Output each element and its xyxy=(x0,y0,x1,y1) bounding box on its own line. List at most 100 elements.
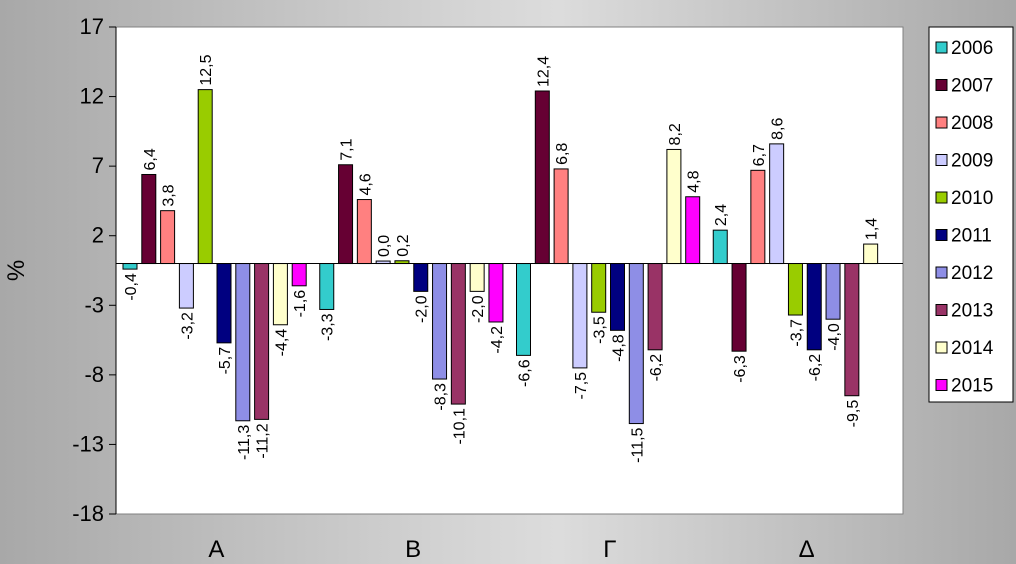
bar-2015-Α xyxy=(291,263,307,287)
bar-2013-Γ xyxy=(647,263,663,351)
data-label: 6,8 xyxy=(554,143,571,165)
plot-area xyxy=(115,26,904,515)
legend-label: 2010 xyxy=(951,188,993,209)
x-category-label: Δ xyxy=(799,536,815,563)
data-label: 1,4 xyxy=(864,218,881,240)
data-label: 7,1 xyxy=(339,138,356,160)
data-label: -5,7 xyxy=(217,347,234,375)
legend-swatch xyxy=(935,116,948,129)
data-label: 2,4 xyxy=(713,204,730,226)
data-label: 8,2 xyxy=(667,123,684,145)
data-label: -4,0 xyxy=(826,323,843,351)
legend-swatch xyxy=(935,41,948,54)
data-label: -6,3 xyxy=(732,355,749,383)
data-label: -8,3 xyxy=(433,383,450,411)
bar-2012-Β xyxy=(432,263,448,380)
bar-2008-Δ xyxy=(750,169,766,265)
bar-2012-Α xyxy=(235,263,251,422)
data-label: -4,2 xyxy=(489,326,506,354)
y-tick-label: -8 xyxy=(84,362,104,387)
data-label: -9,5 xyxy=(845,400,862,428)
bar-2007-Γ xyxy=(534,90,550,265)
legend-swatch xyxy=(935,191,948,204)
data-label: -4,8 xyxy=(611,334,628,362)
y-tick-label: 2 xyxy=(92,223,104,248)
bar-2014-Α xyxy=(272,263,288,326)
bar-2010-Γ xyxy=(591,263,607,313)
bar-2010-Δ xyxy=(787,263,803,316)
bar-2009-Α xyxy=(178,263,194,309)
data-label: 4,8 xyxy=(686,170,703,192)
data-label: 8,6 xyxy=(770,118,787,140)
legend-label: 2008 xyxy=(951,113,993,134)
data-label: -3,7 xyxy=(788,319,805,347)
data-label: -10,1 xyxy=(451,408,468,445)
bar-2014-Γ xyxy=(666,148,682,265)
data-label: 4,6 xyxy=(357,173,374,195)
data-label: -6,2 xyxy=(648,354,665,382)
data-label: -3,3 xyxy=(320,313,337,341)
bar-2007-Δ xyxy=(731,263,747,352)
data-label: -7,5 xyxy=(573,372,590,400)
bar-2014-Δ xyxy=(863,243,879,265)
y-tick-label: 17 xyxy=(80,14,104,39)
bar-2010-Α xyxy=(197,89,213,265)
data-label: 12,4 xyxy=(535,56,552,87)
bar-2011-Δ xyxy=(806,263,822,351)
bar-2013-Δ xyxy=(844,263,860,397)
legend-swatch xyxy=(935,304,948,316)
y-tick-label: -18 xyxy=(72,501,104,526)
x-category-label: Α xyxy=(208,536,224,563)
bar-2008-Β xyxy=(356,199,372,265)
y-axis-label: % xyxy=(3,260,30,281)
data-label: -1,6 xyxy=(292,290,309,318)
bar-2006-Δ xyxy=(712,229,728,265)
legend-label: 2007 xyxy=(951,76,993,97)
data-label: -6,6 xyxy=(517,359,534,387)
bar-2008-Α xyxy=(160,210,176,265)
bar-2009-Δ xyxy=(769,143,785,265)
bar-2006-Γ xyxy=(516,263,531,356)
bar-2015-Β xyxy=(488,263,504,323)
data-label: -11,2 xyxy=(255,423,272,458)
bar-2011-Β xyxy=(413,263,429,292)
data-label: -3,5 xyxy=(592,316,609,344)
y-tick-label: 7 xyxy=(92,153,104,178)
legend-swatch xyxy=(935,379,948,391)
bar-2009-Γ xyxy=(572,263,588,369)
legend-swatch xyxy=(935,154,948,166)
bar-2011-Α xyxy=(216,263,232,344)
bar-2011-Γ xyxy=(610,263,625,331)
bar-2008-Γ xyxy=(553,168,569,265)
bar-2014-Β xyxy=(469,263,485,292)
x-category-label: Γ xyxy=(603,536,616,563)
data-label: -11,5 xyxy=(629,427,646,462)
data-label: -2,0 xyxy=(470,295,487,323)
legend-swatch xyxy=(935,341,948,354)
legend-label: 2012 xyxy=(951,263,993,284)
bar-2015-Γ xyxy=(685,196,701,265)
legend-label: 2006 xyxy=(951,38,993,59)
data-label: 0,2 xyxy=(395,234,412,256)
data-label: -2,0 xyxy=(414,295,431,323)
data-label: -0,4 xyxy=(123,273,140,301)
data-label: 3,8 xyxy=(161,184,178,206)
bar-2007-Α xyxy=(141,173,157,265)
data-label: -11,3 xyxy=(236,425,253,460)
legend-label: 2009 xyxy=(951,151,993,172)
legend-swatch xyxy=(935,79,948,91)
bar-2006-Α xyxy=(122,263,138,270)
bar-2012-Δ xyxy=(825,263,841,320)
y-tick-label: -3 xyxy=(84,292,104,317)
bar-2012-Γ xyxy=(628,263,644,425)
legend-swatch xyxy=(935,266,948,279)
data-label: 6,7 xyxy=(751,144,768,166)
data-label: -3,2 xyxy=(179,312,196,340)
legend-label: 2011 xyxy=(951,226,992,247)
bar-2013-Β xyxy=(450,263,466,405)
legend-swatch xyxy=(935,229,948,241)
y-tick-label: -13 xyxy=(72,431,104,456)
y-tick-label: 12 xyxy=(80,84,104,109)
